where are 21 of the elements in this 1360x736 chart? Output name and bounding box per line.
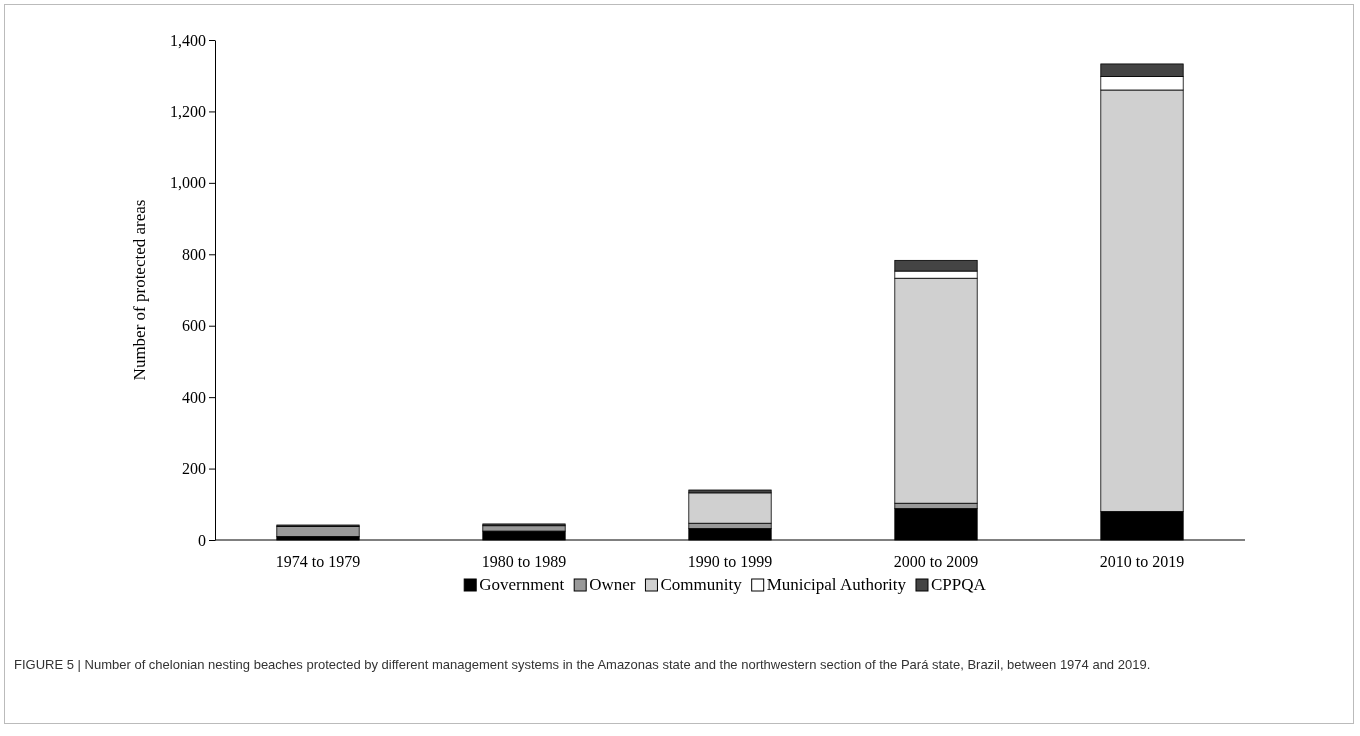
legend-label: Municipal Authority [766,575,907,594]
y-axis-title: Number of protected areas [130,199,149,381]
y-tick-label: 400 [182,388,206,406]
y-tick-label: 1,200 [170,103,206,121]
x-tick-label: 1974 to 1979 [275,553,361,570]
legend-label: CPPQA [930,575,987,594]
y-tick-label: 200 [182,460,206,478]
x-tick-label: 1990 to 1999 [687,553,773,570]
y-tick-label: 1,000 [170,174,206,192]
y-tick-label: 1,400 [170,31,206,49]
legend-label: Owner [589,575,636,594]
bar [276,526,360,537]
y-tick-label: 600 [182,317,206,335]
caption: FIGURE 5 | Number of chelonian nesting beaches protected by different management systems in the Amazonas state and the northwestern section of the Pará state, Brazil, between 1974 and 2019. [14,656,1152,674]
x-tick-label: 1980 to 1989 [481,553,567,570]
x-tick-label: 2010 to 2019 [1099,553,1185,570]
legend-label: Government [479,575,565,594]
y-tick-label: 0 [198,531,206,549]
y-tick-label: 800 [182,245,206,263]
x-tick-label: 2000 to 2009 [893,553,979,570]
legend-label: Community [660,575,743,594]
